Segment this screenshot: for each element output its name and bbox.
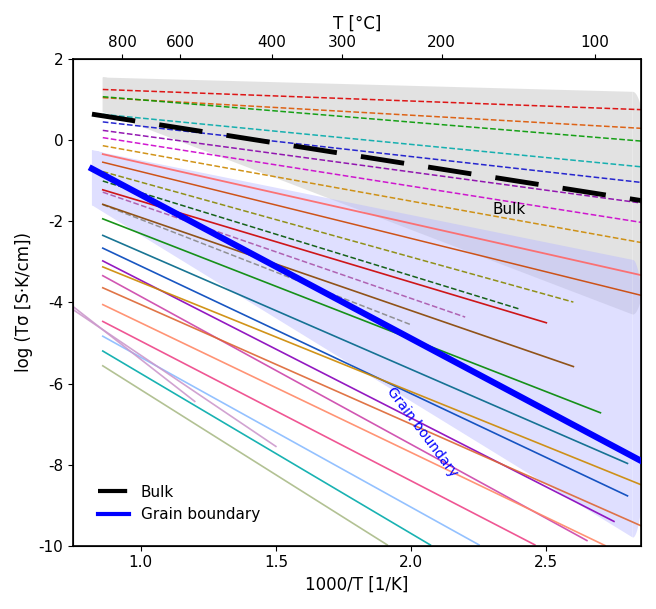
Text: Grain boundary: Grain boundary <box>384 385 461 480</box>
X-axis label: T [°C]: T [°C] <box>333 15 381 33</box>
Polygon shape <box>103 77 649 315</box>
Y-axis label: log (Tσ [S·K/cm]): log (Tσ [S·K/cm]) <box>15 233 33 373</box>
Text: Bulk: Bulk <box>492 202 525 217</box>
Legend: Bulk, Grain boundary: Bulk, Grain boundary <box>92 479 266 529</box>
X-axis label: 1000/T [1/K]: 1000/T [1/K] <box>305 576 409 594</box>
Polygon shape <box>92 150 646 538</box>
